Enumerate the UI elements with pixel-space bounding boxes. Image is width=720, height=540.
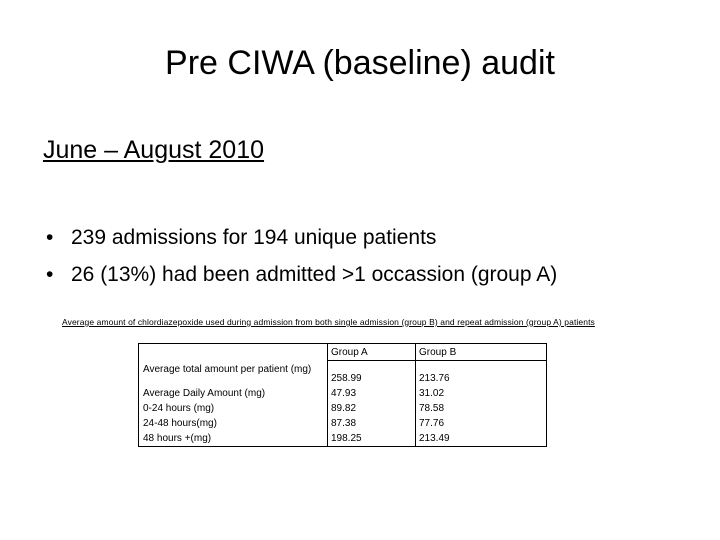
table-cell: 213.76 <box>419 373 450 384</box>
slide-title: Pre CIWA (baseline) audit <box>165 44 555 82</box>
column-divider <box>415 344 416 446</box>
column-header: Group B <box>415 344 546 361</box>
table-cell: 89.82 <box>331 403 357 414</box>
table-cell: 78.58 <box>419 403 445 414</box>
data-table: Group A Group B Average total amount per p… <box>138 343 547 447</box>
table-caption: Average amount of chlordiazepoxide used … <box>62 317 595 327</box>
table-cell: 213.49 <box>419 433 450 444</box>
table-cell: 77.76 <box>419 418 445 429</box>
row-label: 24-48 hours(mg) <box>143 418 217 429</box>
slide-subtitle: June – August 2010 <box>43 136 265 164</box>
bullet: 26 (13%) had been admitted >1 occassion … <box>46 263 557 287</box>
table-cell: 198.25 <box>331 433 362 444</box>
table-cell: 258.99 <box>331 373 362 384</box>
column-divider <box>327 344 328 446</box>
row-label: Average total amount per patient (mg) <box>143 364 312 375</box>
table-cell: 87.38 <box>331 418 357 429</box>
row-label: Average Daily Amount (mg) <box>143 388 266 399</box>
bullet: 239 admissions for 194 unique patients <box>46 226 436 250</box>
row-label: 0-24 hours (mg) <box>143 403 215 414</box>
row-label: 48 hours +(mg) <box>143 433 212 444</box>
table-cell: 31.02 <box>419 388 445 399</box>
column-header: Group A <box>327 344 415 361</box>
table-cell: 47.93 <box>331 388 357 399</box>
